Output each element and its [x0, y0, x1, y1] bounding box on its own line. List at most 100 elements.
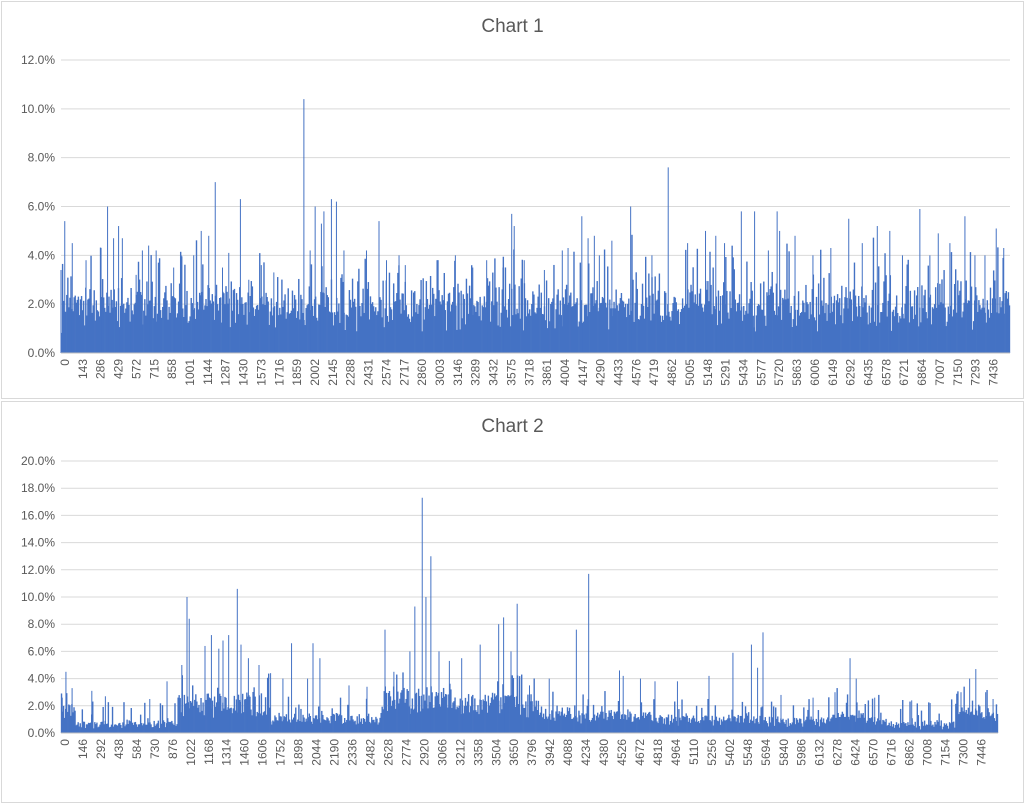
x-tick-label: 4004 — [558, 359, 572, 386]
x-tick-label: 4234 — [579, 739, 593, 766]
y-tick-label: 10.0% — [21, 102, 55, 116]
x-tick-label: 584 — [130, 739, 144, 759]
x-tick-label: 1606 — [256, 739, 270, 766]
x-tick-label: 5694 — [759, 739, 773, 766]
x-tick-label: 2920 — [417, 739, 431, 766]
x-tick-label: 5986 — [795, 739, 809, 766]
x-tick-label: 2336 — [346, 739, 360, 766]
x-tick-label: 3861 — [540, 359, 554, 386]
x-tick-label: 5434 — [737, 359, 751, 386]
x-tick-label: 3146 — [451, 359, 465, 386]
y-tick-label: 6.0% — [28, 644, 56, 658]
x-tick-label: 2574 — [379, 359, 393, 386]
x-tick-label: 4088 — [561, 739, 575, 766]
x-tick-label: 730 — [148, 739, 162, 759]
x-tick-label: 4147 — [576, 359, 590, 386]
x-tick-label: 5548 — [741, 739, 755, 766]
x-tick-label: 2145 — [326, 359, 340, 386]
x-tick-label: 6721 — [897, 359, 911, 386]
x-tick-label: 1314 — [220, 739, 234, 766]
y-tick-label: 18.0% — [21, 481, 55, 495]
x-tick-label: 7293 — [969, 359, 983, 386]
x-tick-label: 2431 — [362, 359, 376, 386]
x-tick-label: 5577 — [754, 359, 768, 386]
x-tick-label: 6149 — [826, 359, 840, 386]
x-tick-label: 1460 — [238, 739, 252, 766]
bar-series — [60, 497, 999, 733]
x-tick-label: 0 — [58, 359, 72, 366]
x-tick-label: 438 — [112, 739, 126, 759]
x-tick-label: 6578 — [879, 359, 893, 386]
x-tick-label: 3289 — [469, 359, 483, 386]
y-tick-label: 20.0% — [21, 454, 55, 468]
x-tick-label: 6132 — [813, 739, 827, 766]
x-tick-label: 4672 — [633, 739, 647, 766]
x-tick-label: 4433 — [612, 359, 626, 386]
x-tick-label: 3718 — [522, 359, 536, 386]
x-tick-label: 5148 — [701, 359, 715, 386]
x-tick-label: 7008 — [921, 739, 935, 766]
x-tick-label: 5402 — [723, 739, 737, 766]
x-tick-label: 3358 — [471, 739, 485, 766]
x-tick-label: 4818 — [651, 739, 665, 766]
y-tick-label: 12.0% — [21, 563, 55, 577]
x-tick-label: 7154 — [938, 739, 952, 766]
y-tick-label: 8.0% — [28, 151, 56, 165]
x-tick-label: 6716 — [885, 739, 899, 766]
x-tick-label: 7300 — [956, 739, 970, 766]
x-tick-label: 6292 — [844, 359, 858, 386]
x-tick-label: 6435 — [862, 359, 876, 386]
x-tick-label: 5005 — [683, 359, 697, 386]
x-tick-label: 3796 — [525, 739, 539, 766]
x-tick-label: 858 — [165, 359, 179, 379]
bar-series — [60, 99, 1011, 353]
x-tick-label: 1430 — [237, 359, 251, 386]
x-tick-label: 7007 — [933, 359, 947, 386]
x-tick-label: 3003 — [433, 359, 447, 386]
x-tick-label: 5720 — [772, 359, 786, 386]
y-tick-label: 12.0% — [21, 53, 55, 67]
x-tick-label: 146 — [76, 739, 90, 759]
x-tick-label: 1752 — [274, 739, 288, 766]
y-tick-label: 8.0% — [28, 617, 56, 631]
x-tick-label: 2628 — [381, 739, 395, 766]
x-tick-label: 572 — [129, 359, 143, 379]
x-tick-label: 5256 — [705, 739, 719, 766]
x-tick-label: 2190 — [328, 739, 342, 766]
chart-2-plot: 0.0% 2.0% 4.0% 6.0% 8.0% 10.0% 12.0% 14.0% 16.0%… — [21, 454, 999, 766]
x-tick-label: 876 — [166, 739, 180, 759]
y-tick-label: 6.0% — [28, 200, 56, 214]
x-tick-label: 1716 — [272, 359, 286, 386]
x-tick-label: 6278 — [831, 739, 845, 766]
x-tick-label: 3212 — [453, 739, 467, 766]
y-tick-label: 16.0% — [21, 508, 55, 522]
y-tick-label: 14.0% — [21, 536, 55, 550]
x-tick-label: 1168 — [202, 739, 216, 765]
x-tick-label: 1287 — [219, 359, 233, 386]
x-tick-label: 4964 — [669, 739, 683, 766]
chart-1-panel: Chart 1 0.0% 2.0% 4.0% 6.0% 8.0% 10.0% 12.0% 0 1… — [1, 1, 1024, 399]
x-tick-label: 1898 — [292, 739, 306, 766]
x-tick-label: 3432 — [487, 359, 501, 386]
x-tick-label: 4576 — [629, 359, 643, 386]
x-tick-label: 6006 — [808, 359, 822, 386]
x-tick-label: 1573 — [254, 359, 268, 386]
x-tick-label: 4526 — [615, 739, 629, 766]
x-tick-label: 4290 — [594, 359, 608, 386]
x-tick-label: 143 — [76, 359, 90, 379]
x-tick-label: 1859 — [290, 359, 304, 386]
x-tick-label: 292 — [94, 739, 108, 759]
y-tick-label: 4.0% — [28, 248, 56, 262]
x-tick-label: 2774 — [399, 739, 413, 766]
x-tick-label: 2288 — [344, 359, 358, 386]
x-tick-label: 4862 — [665, 359, 679, 386]
x-tick-label: 3066 — [435, 739, 449, 766]
x-tick-label: 6862 — [903, 739, 917, 766]
x-tick-label: 7446 — [974, 739, 988, 766]
x-tick-label: 2717 — [397, 359, 411, 386]
x-tick-label: 3650 — [507, 739, 521, 766]
x-tick-label: 2002 — [308, 359, 322, 386]
x-tick-label: 3575 — [504, 359, 518, 386]
x-tick-label: 4380 — [597, 739, 611, 766]
x-tick-label: 1022 — [184, 739, 198, 766]
